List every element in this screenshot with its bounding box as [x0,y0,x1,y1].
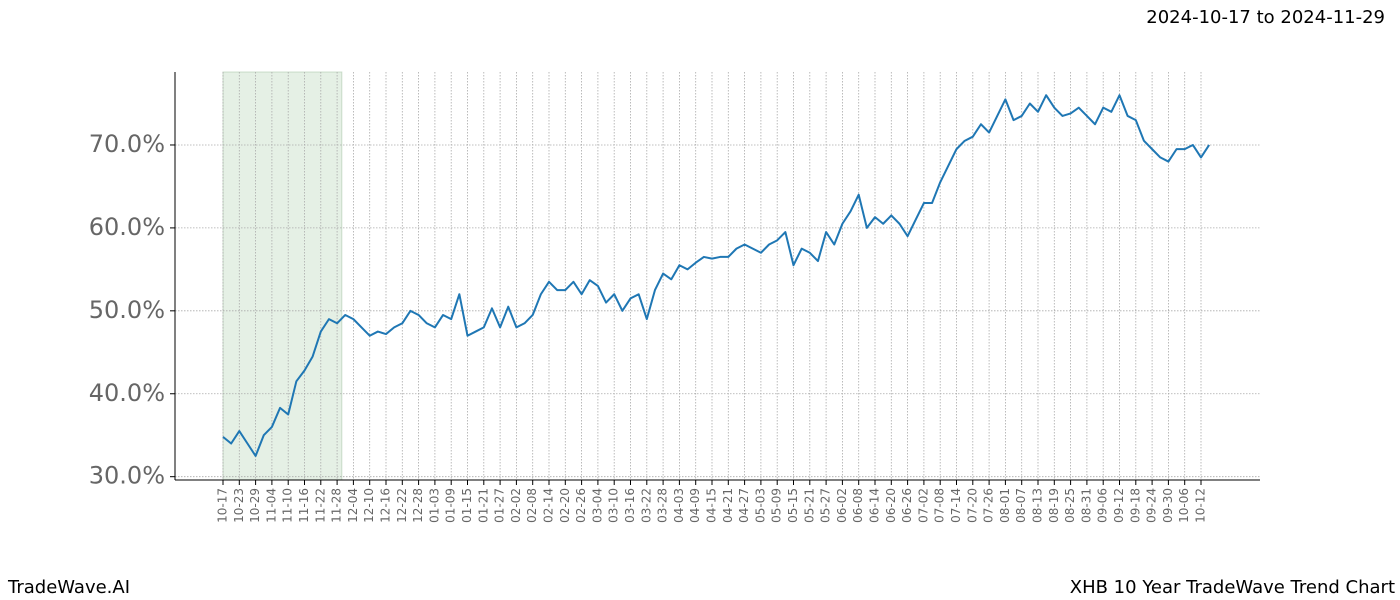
x-tick-label: 09-18 [1128,488,1142,523]
brand: TradeWave.AI [7,577,130,598]
x-tick-label: 08-31 [1079,488,1093,523]
x-tick-label: 07-20 [965,488,979,523]
y-tick-label: 40.0% [89,379,165,407]
x-tick-label: 02-26 [574,488,588,523]
y-tick-label: 70.0% [89,130,165,158]
x-tick-label: 11-16 [297,488,311,523]
x-tick-label: 04-27 [737,488,751,523]
x-tick-label: 10-06 [1177,488,1191,523]
x-tick-label: 07-02 [916,488,930,523]
x-tick-label: 01-21 [476,488,490,523]
y-tick-label: 30.0% [89,462,165,490]
x-tick-label: 06-26 [900,488,914,523]
x-tick-label: 03-16 [623,488,637,523]
x-tick-label: 12-16 [379,488,393,523]
x-tick-label: 08-19 [1047,488,1061,523]
x-tick-label: 08-13 [1031,488,1045,523]
x-tick-label: 11-10 [281,488,295,523]
x-tick-label: 12-28 [411,488,425,523]
x-tick-label: 02-08 [525,488,539,523]
x-tick-label: 02-02 [509,488,523,523]
x-tick-label: 03-22 [639,488,653,523]
x-tick-label: 07-14 [949,488,963,523]
x-tick-label: 03-10 [607,488,621,523]
x-tick-label: 06-08 [851,488,865,523]
x-tick-label: 11-04 [264,488,278,523]
x-tick-label: 05-27 [819,488,833,523]
x-tick-label: 05-09 [770,488,784,523]
x-tick-label: 04-09 [688,488,702,523]
x-tick-label: 10-29 [248,488,262,523]
y-tick-label: 50.0% [89,296,165,324]
x-tick-label: 12-10 [362,488,376,523]
x-tick-label: 04-21 [721,488,735,523]
highlight-window [222,71,343,481]
date-range: 2024-10-17 to 2024-11-29 [1146,7,1385,28]
x-tick-label: 03-04 [590,488,604,523]
x-tick-label: 11-28 [330,488,344,523]
x-tick-label: 07-26 [982,488,996,523]
x-tick-label: 01-09 [444,488,458,523]
x-tick-label: 05-21 [802,488,816,523]
y-tick-label: 60.0% [89,213,165,241]
x-tick-label: 11-22 [313,488,327,523]
x-tick-label: 01-03 [427,488,441,523]
x-tick-label: 08-07 [1014,488,1028,523]
x-tick-label: 01-15 [460,488,474,523]
x-tick-label: 05-03 [753,488,767,523]
x-tick-label: 09-30 [1161,488,1175,523]
x-tick-label: 02-14 [542,488,556,523]
x-tick-label: 08-25 [1063,488,1077,523]
x-tick-label: 07-08 [933,488,947,523]
x-tick-label: 09-06 [1096,488,1110,523]
x-tick-label: 06-14 [868,488,882,523]
x-tick-label: 10-17 [216,488,230,523]
x-tick-label: 12-04 [346,488,360,523]
x-tick-label: 08-01 [998,488,1012,523]
x-tick-label: 09-24 [1145,488,1159,523]
x-tick-label: 06-02 [835,488,849,523]
x-tick-label: 06-20 [884,488,898,523]
x-tick-label: 10-12 [1194,488,1208,523]
x-tick-label: 05-15 [786,488,800,523]
x-tick-label: 09-12 [1112,488,1126,523]
x-tick-label: 10-23 [232,488,246,523]
chart-title: XHB 10 Year TradeWave Trend Chart [1070,577,1395,598]
line-series [222,94,1210,457]
x-tick-label: 12-22 [395,488,409,523]
x-tick-label: 03-28 [656,488,670,523]
x-tick-label: 04-03 [672,488,686,523]
x-tick-label: 02-20 [558,488,572,523]
x-tick-label: 04-15 [705,488,719,523]
x-tick-label: 01-27 [493,488,507,523]
